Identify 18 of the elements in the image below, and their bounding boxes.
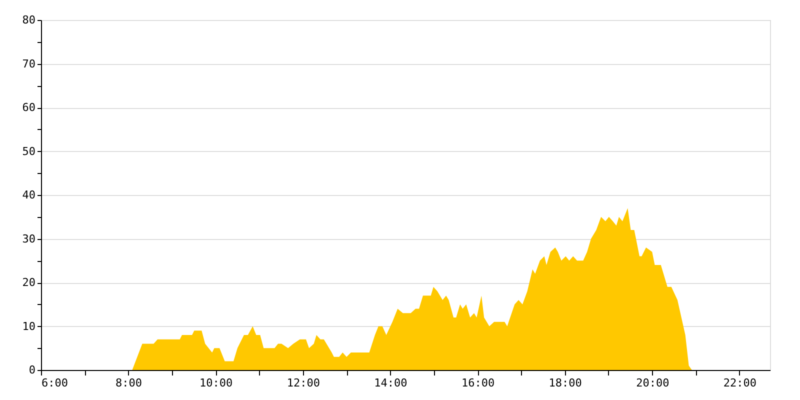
y-tick-label: 50 xyxy=(22,144,36,158)
x-tick-label: 6:00 xyxy=(42,376,68,390)
x-tick-label: 22:00 xyxy=(723,376,757,390)
y-tick-label: 40 xyxy=(22,188,36,202)
x-tick-label: 10:00 xyxy=(200,376,233,390)
x-tick-label: 8:00 xyxy=(116,376,142,390)
y-tick-label: 0 xyxy=(28,364,36,376)
y-tick-label: 30 xyxy=(22,232,36,246)
y-tick-label: 60 xyxy=(22,101,36,114)
y-tick-label: 10 xyxy=(22,320,36,333)
y-tick-label: 70 xyxy=(22,57,36,70)
x-tick-label: 14:00 xyxy=(374,376,408,390)
x-tick-label: 12:00 xyxy=(286,376,320,390)
x-tick-label: 18:00 xyxy=(548,376,582,390)
x-tick-label: 20:00 xyxy=(636,376,670,390)
x-tick-label: 16:00 xyxy=(461,376,495,390)
y-tick-label: 20 xyxy=(22,276,36,289)
y-tick-label: 80 xyxy=(22,14,36,26)
